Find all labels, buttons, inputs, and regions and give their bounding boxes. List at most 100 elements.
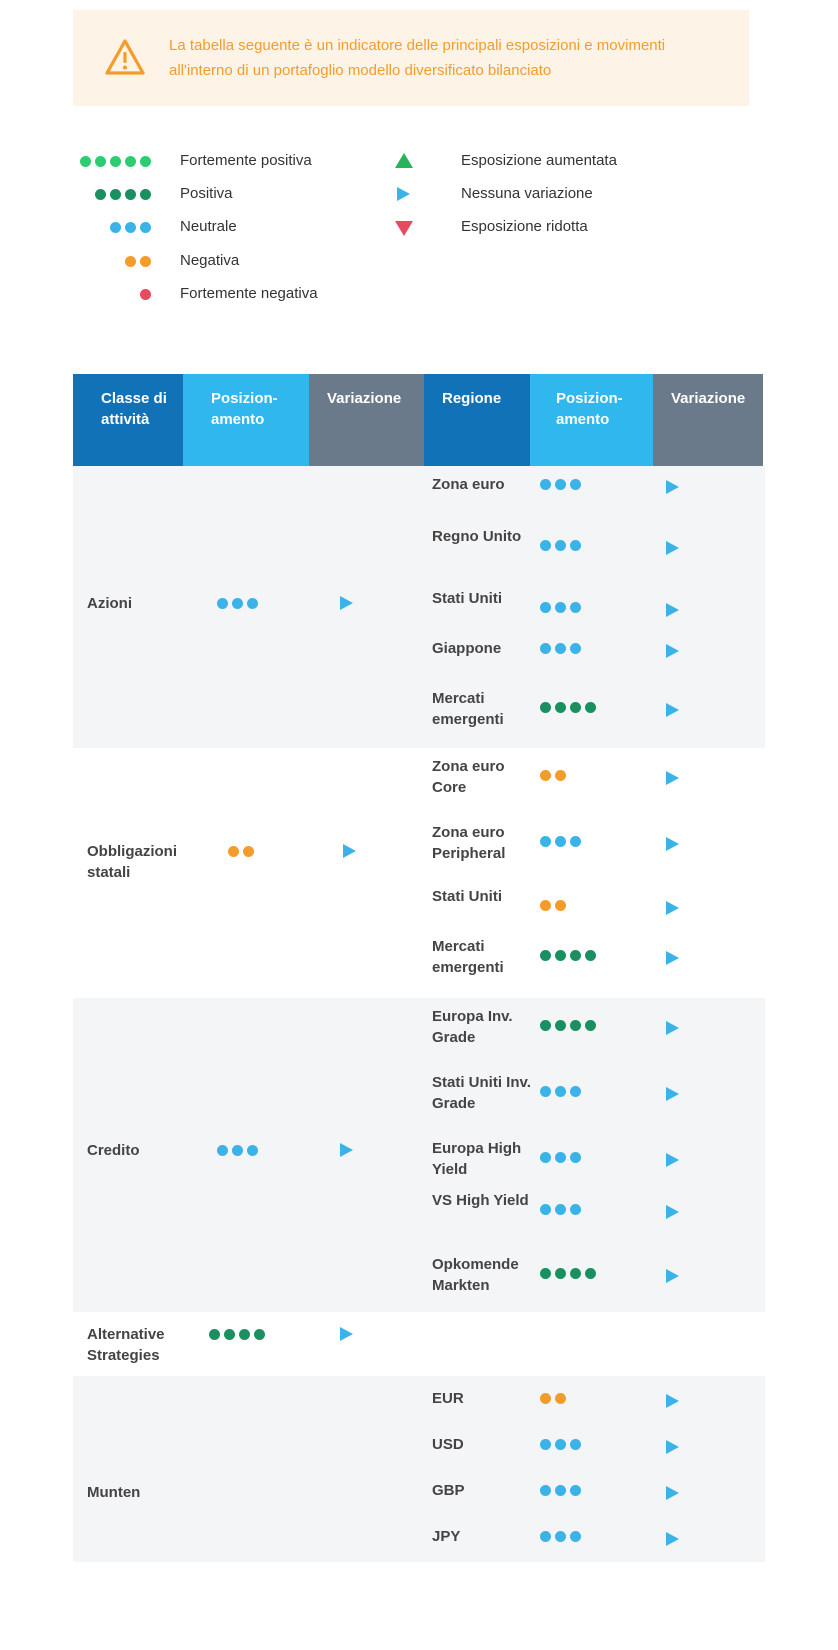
neutral-dot bbox=[540, 479, 551, 490]
positive-dot bbox=[585, 1020, 596, 1031]
asset-class-rating bbox=[228, 846, 254, 857]
legend-strong-negative-dots bbox=[73, 282, 151, 306]
negative-dot bbox=[540, 1393, 551, 1404]
notice-text: La tabella seguente è un indicatore dell… bbox=[169, 33, 665, 83]
region-change-icon bbox=[666, 644, 679, 658]
neutral-dot bbox=[232, 1145, 243, 1156]
region-change-icon bbox=[666, 901, 679, 915]
positive-dot bbox=[570, 950, 581, 961]
region-label: Stati Uniti bbox=[432, 888, 502, 905]
region-label: Europa High Yield bbox=[432, 1140, 522, 1178]
region-rating bbox=[540, 643, 581, 654]
region-label: GBP bbox=[432, 1482, 465, 1499]
region-change-icon bbox=[666, 1087, 679, 1101]
table-group: Azioni Zona euro Regno Unito Stati Uniti Gia… bbox=[73, 466, 765, 748]
region-change-icon bbox=[666, 480, 679, 494]
region-label: Mercati emergenti bbox=[432, 938, 504, 976]
header-variation-region: Variazione bbox=[653, 374, 763, 466]
neutral-dot bbox=[555, 1086, 566, 1097]
region-label: Giappone bbox=[432, 640, 502, 657]
neutral-dot bbox=[570, 1485, 581, 1496]
region-rating bbox=[540, 1531, 581, 1542]
negative-dot bbox=[555, 900, 566, 911]
neutral-dot bbox=[232, 598, 243, 609]
neutral-dot bbox=[540, 643, 551, 654]
legend-positive-dots bbox=[73, 182, 151, 206]
region-change-icon bbox=[666, 1269, 679, 1283]
neutral-dot bbox=[540, 836, 551, 847]
table-group: Munten EUR USD GBP JPY bbox=[73, 1376, 765, 1562]
region-rating bbox=[540, 950, 596, 961]
warning-icon bbox=[105, 39, 145, 75]
legend-negative-label: Negativa bbox=[180, 252, 240, 269]
region-change-icon bbox=[666, 1153, 679, 1167]
legend-positive-label: Positiva bbox=[180, 185, 233, 202]
neutral-dot bbox=[540, 1485, 551, 1496]
legend-strong-positive-label: Fortemente positiva bbox=[180, 152, 312, 169]
legend-strong-positive-dots bbox=[73, 149, 151, 173]
region-label: Regno Unito bbox=[432, 528, 522, 545]
positive-dot bbox=[570, 1020, 581, 1031]
region-label: Stati Uniti bbox=[432, 590, 502, 607]
region-rating bbox=[540, 1393, 566, 1404]
asset-class-label: Obbligazioni statali bbox=[87, 843, 177, 881]
asset-class-change-icon bbox=[340, 596, 353, 610]
region-rating bbox=[540, 602, 581, 613]
legend-no-change-label: Nessuna variazione bbox=[461, 185, 593, 202]
region-rating bbox=[540, 900, 566, 911]
positive-dot bbox=[570, 1268, 581, 1279]
neutral-dot bbox=[540, 1531, 551, 1542]
triangle-down-icon bbox=[395, 221, 413, 236]
negative-dot bbox=[228, 846, 239, 857]
asset-class-rating bbox=[209, 1329, 265, 1340]
positive-dot bbox=[585, 702, 596, 713]
neutral-dot bbox=[555, 1485, 566, 1496]
positive-dot bbox=[555, 702, 566, 713]
region-change-icon bbox=[666, 1486, 679, 1500]
positive-dot bbox=[540, 702, 551, 713]
positive-dot bbox=[540, 950, 551, 961]
region-label: Zona euro Peripheral bbox=[432, 824, 506, 862]
region-change-icon bbox=[666, 1205, 679, 1219]
region-label: USD bbox=[432, 1436, 464, 1453]
region-label: Zona euro bbox=[432, 476, 505, 493]
region-rating bbox=[540, 479, 581, 490]
neutral-dot bbox=[555, 1152, 566, 1163]
table-group: Alternative Strategies bbox=[73, 1312, 765, 1376]
neutral-dot bbox=[570, 1531, 581, 1542]
neutral-dot bbox=[247, 1145, 258, 1156]
positive-dot bbox=[585, 1268, 596, 1279]
header-region: Regione bbox=[424, 374, 530, 466]
region-change-icon bbox=[666, 1440, 679, 1454]
region-change-icon bbox=[666, 703, 679, 717]
legend-increased-label: Esposizione aumentata bbox=[461, 152, 617, 169]
region-rating bbox=[540, 1152, 581, 1163]
region-change-icon bbox=[666, 837, 679, 851]
negative-dot bbox=[243, 846, 254, 857]
asset-class-label: Credito bbox=[87, 1142, 140, 1159]
asset-class-change-icon bbox=[343, 844, 356, 858]
neutral-dot bbox=[217, 1145, 228, 1156]
legend-strong-negative-label: Fortemente negativa bbox=[180, 285, 318, 302]
negative-dot bbox=[540, 900, 551, 911]
notice-line-2: all'interno di un portafoglio modello di… bbox=[169, 62, 552, 79]
region-label: Opkomende Markten bbox=[432, 1256, 519, 1294]
neutral-dot bbox=[570, 836, 581, 847]
neutral-dot bbox=[570, 643, 581, 654]
neutral-dot bbox=[570, 1439, 581, 1450]
region-label: Stati Uniti Inv. Grade bbox=[432, 1074, 531, 1112]
region-change-icon bbox=[666, 771, 679, 785]
asset-class-label: Munten bbox=[87, 1484, 141, 1501]
neutral-dot bbox=[555, 836, 566, 847]
positive-dot bbox=[224, 1329, 235, 1340]
region-rating bbox=[540, 1439, 581, 1450]
legend-negative-dots bbox=[73, 249, 151, 273]
neutral-dot bbox=[555, 540, 566, 551]
region-rating bbox=[540, 702, 596, 713]
table-header: Classe di attività Posizion-amento Varia… bbox=[73, 374, 763, 466]
region-label: VS High Yield bbox=[432, 1192, 529, 1209]
neutral-dot bbox=[570, 1152, 581, 1163]
neutral-dot bbox=[555, 479, 566, 490]
asset-class-change-icon bbox=[340, 1327, 353, 1341]
region-rating bbox=[540, 540, 581, 551]
